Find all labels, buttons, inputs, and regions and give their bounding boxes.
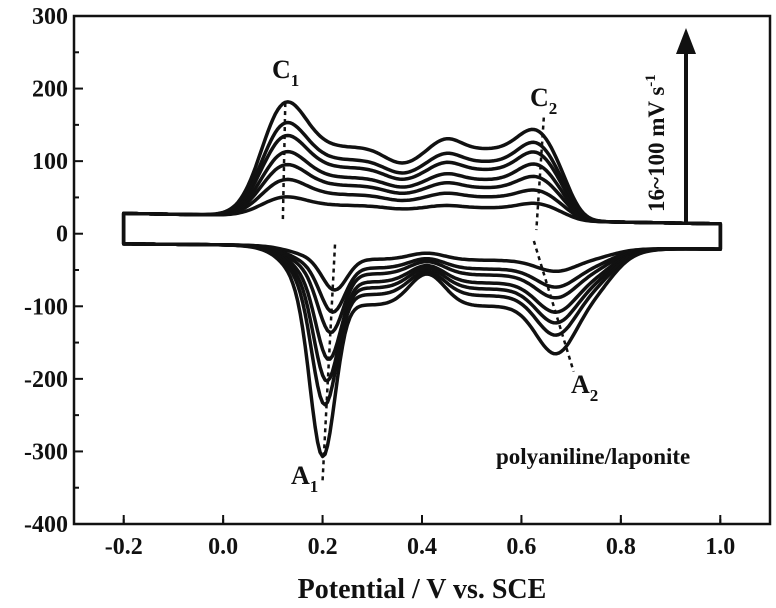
cv-curve-7 <box>121 100 723 459</box>
x-axis-title: Potential / V vs. SCE <box>298 574 547 605</box>
y-tick-label-0: 300 <box>32 4 68 30</box>
label-c2: C2 <box>530 83 557 118</box>
system-label: polyaniline/laponite <box>496 444 690 469</box>
y-tick-label-7: -400 <box>24 512 68 538</box>
y-tick-label-1: 200 <box>32 77 68 103</box>
y-tick-label-3: 0 <box>56 222 68 248</box>
label-a2: A2 <box>571 370 598 405</box>
cv-curves <box>121 100 723 459</box>
x-tick-label-5: 0.8 <box>606 534 636 560</box>
scan-rate-arrow <box>676 28 696 222</box>
peak-guides <box>281 103 575 481</box>
x-tick-label-6: 1.0 <box>705 534 735 560</box>
x-tick-labels: -0.2 0.0 0.2 0.4 0.6 0.8 1.0 <box>105 534 736 560</box>
y-tick-label-6: -300 <box>24 439 68 465</box>
guide-a2 <box>532 240 575 372</box>
guide-c1 <box>281 103 287 223</box>
cv-curve-3 <box>121 162 723 335</box>
y-tick-label-4: -100 <box>24 294 68 320</box>
y-tick-labels: 300 200 100 0 -100 -200 -300 -400 <box>24 4 68 538</box>
label-c1: C1 <box>272 55 299 90</box>
label-a1: A1 <box>291 461 318 496</box>
x-tick-label-3: 0.4 <box>407 534 437 560</box>
scan-rate-label: 16~100 mV s-1 <box>643 74 669 212</box>
x-tick-label-0: -0.2 <box>105 534 143 560</box>
x-tick-label-4: 0.6 <box>506 534 536 560</box>
axis-ticks <box>74 15 722 525</box>
x-tick-label-2: 0.2 <box>308 534 338 560</box>
y-tick-label-2: 100 <box>32 149 68 175</box>
guide-c2 <box>535 117 546 231</box>
x-tick-label-1: 0.0 <box>208 534 238 560</box>
y-tick-label-5: -200 <box>24 367 68 393</box>
